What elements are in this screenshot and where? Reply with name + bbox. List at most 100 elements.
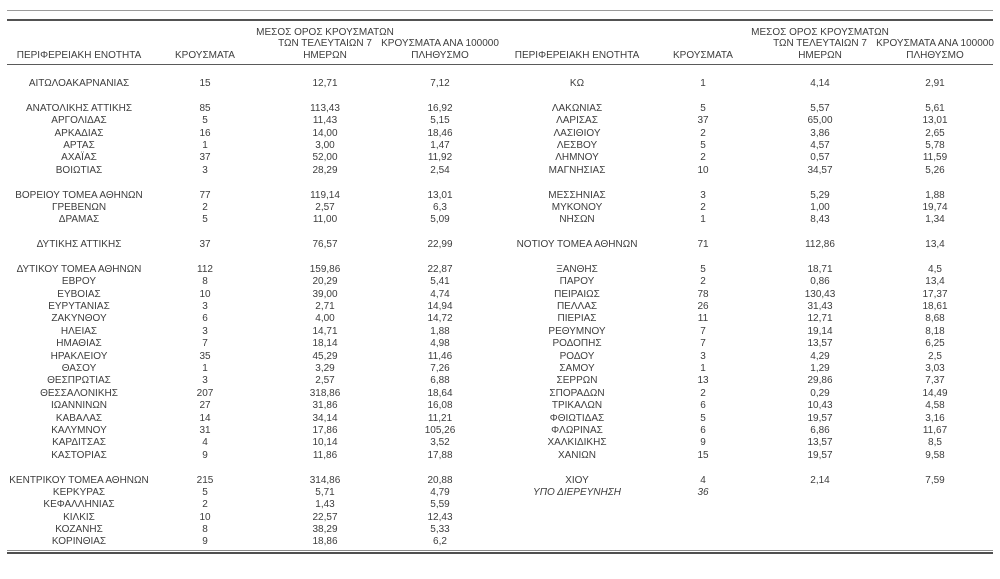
right-region-cell: ΜΕΣΣΗΝΙΑΣ xyxy=(548,189,606,201)
right-per100k-cell: 1,34 xyxy=(925,214,945,226)
left-region-cell: ΚΑΒΑΛΑΣ xyxy=(55,412,103,424)
right-region-cell: ΛΗΜΝΟΥ xyxy=(555,152,599,164)
left-avg7-cell: 34,14 xyxy=(312,412,338,424)
table-row: ΕΥΒΟΙΑΣ 10 39,00 4,74 ΠΕΙΡΑΙΩΣ 78 130,43 17,37 xyxy=(0,289,1000,301)
header-cases-left: ΚΡΟΥΣΜΑΤΑ xyxy=(175,49,235,61)
left-per100k-cell: 11,21 xyxy=(427,412,453,424)
right-per100k-cell: 4,58 xyxy=(925,400,945,412)
left-avg7-cell: 12,71 xyxy=(312,78,338,89)
table-row: ΚΟΖΑΝΗΣ 8 38,29 5,33 xyxy=(0,524,1000,536)
left-region-cell: ΓΡΕΒΕΝΩΝ xyxy=(51,201,107,213)
cases-by-regional-unit-table: ΠΕΡΙΦΕΡΕΙΑΚΗ ΕΝΟΤΗΤΑ ΚΡΟΥΣΜΑΤΑ ΜΕΣΟΣ ΟΡΟ… xyxy=(0,10,1000,554)
left-per100k-cell: 12,43 xyxy=(427,511,453,523)
right-per100k-cell: 8,18 xyxy=(925,325,945,337)
left-cases-cell: 6 xyxy=(202,313,208,325)
table-row: ΚΟΡΙΝΘΙΑΣ 9 18,86 6,2 xyxy=(0,536,1000,548)
right-region-cell: ΛΑΣΙΘΙΟΥ xyxy=(553,127,601,139)
right-cases-cell: 10 xyxy=(697,164,709,176)
right-avg7-cell: 130,43 xyxy=(804,288,836,300)
left-cases-cell: 2 xyxy=(202,499,208,511)
right-avg7-cell xyxy=(734,499,906,511)
right-avg7-cell: 4,29 xyxy=(810,350,830,362)
right-avg7-cell: 112,86 xyxy=(805,239,835,251)
left-per100k-cell: 6,2 xyxy=(433,536,447,548)
right-per100k-cell: 2,65 xyxy=(925,127,945,139)
right-cases-cell: 3 xyxy=(700,189,706,201)
left-avg7-cell: 119,14 xyxy=(310,189,340,201)
right-per100k-cell xyxy=(906,536,964,548)
left-cases-cell: 9 xyxy=(202,449,208,461)
left-per100k-cell: 18,64 xyxy=(427,387,453,399)
right-per100k-cell: 19,74 xyxy=(922,201,948,213)
left-cases-cell: 31 xyxy=(199,424,211,436)
right-region-cell: ΦΘΙΩΤΙΔΑΣ xyxy=(549,412,605,424)
right-per100k-cell: 11,67 xyxy=(922,424,948,436)
right-cases-cell: 37 xyxy=(697,115,709,127)
left-region-cell: ΘΕΣΣΑΛΟΝΙΚΗΣ xyxy=(40,387,118,399)
left-cases-cell: 37 xyxy=(199,152,211,164)
left-region-cell: ΒΟΙΩΤΙΑΣ xyxy=(55,164,103,176)
left-cases-cell: 35 xyxy=(199,350,211,362)
left-avg7-cell: 20,29 xyxy=(312,276,338,288)
left-cases-cell: 5 xyxy=(202,214,208,226)
right-cases-cell: 2 xyxy=(700,152,706,164)
left-per100k-cell: 16,92 xyxy=(427,102,453,114)
left-per100k-cell: 20,88 xyxy=(427,474,453,486)
right-avg7-cell xyxy=(734,487,906,499)
right-per100k-cell: 8,68 xyxy=(925,313,945,325)
right-cases-cell: 2 xyxy=(700,276,706,288)
left-avg7-cell: 18,86 xyxy=(312,536,338,548)
top-rule-thin xyxy=(7,10,993,11)
table-row: ΗΛΕΙΑΣ 3 14,71 1,88 ΡΕΘΥΜΝΟΥ 7 19,14 8,18 xyxy=(0,326,1000,338)
left-avg7-cell: 17,86 xyxy=(312,424,338,436)
right-per100k-cell xyxy=(906,512,964,524)
left-cases-cell: 5 xyxy=(202,115,208,127)
right-avg7-cell: 0,86 xyxy=(810,276,830,288)
right-cases-cell: 5 xyxy=(700,263,706,275)
left-cases-cell: 85 xyxy=(199,102,211,114)
table-row: ΙΩΑΝΝΙΝΩΝ 27 31,86 16,08 ΤΡΙΚΑΛΩΝ 6 10,43 4,58 xyxy=(0,400,1000,412)
right-cases-cell: 1 xyxy=(700,362,706,374)
left-per100k-cell: 5,15 xyxy=(430,115,450,127)
right-region-cell: ΞΑΝΘΗΣ xyxy=(556,263,598,275)
right-region-cell: ΜΥΚΟΝΟΥ xyxy=(551,201,603,213)
right-region-cell: ΣΠΟΡΑΔΩΝ xyxy=(549,387,605,399)
table-row: ΑΡΓΟΛΙΔΑΣ 5 11,43 5,15 ΛΑΡΙΣΑΣ 37 65,00 13,01 xyxy=(0,115,1000,127)
table-row: ΚΕΡΚΥΡΑΣ 5 5,71 4,79 ΥΠΟ ΔΙΕΡΕΥΝΗΣΗ 36 xyxy=(0,487,1000,499)
right-avg7-cell: 8,43 xyxy=(810,214,830,226)
left-avg7-cell: 22,57 xyxy=(312,511,338,523)
table-row: ΕΥΡΥΤΑΝΙΑΣ 3 2,71 14,94 ΠΕΛΛΑΣ 26 31,43 18,61 xyxy=(0,301,1000,313)
left-avg7-cell: 38,29 xyxy=(312,524,338,536)
table-row: ΗΡΑΚΛΕΙΟΥ 35 45,29 11,46 ΡΟΔΟΥ 3 4,29 2,5 xyxy=(0,351,1000,363)
left-cases-cell: 207 xyxy=(196,387,214,399)
left-cases-cell: 3 xyxy=(202,301,208,313)
table-row: ΓΡΕΒΕΝΩΝ 2 2,57 6,3 ΜΥΚΟΝΟΥ 2 1,00 19,74 xyxy=(0,202,1000,214)
table-row: ΚΙΛΚΙΣ 10 22,57 12,43 xyxy=(0,512,1000,524)
right-cases-cell xyxy=(672,536,734,548)
left-avg7-cell: 11,43 xyxy=(312,115,338,127)
left-region-cell: ΕΥΡΥΤΑΝΙΑΣ xyxy=(48,301,110,313)
right-cases-cell: 5 xyxy=(700,102,706,114)
left-cases-cell: 15 xyxy=(199,78,211,89)
right-region-cell: ΝΗΣΩΝ xyxy=(559,214,595,226)
left-region-cell: ΗΡΑΚΛΕΙΟΥ xyxy=(50,350,108,362)
right-region-cell xyxy=(482,536,672,548)
left-cases-cell: 1 xyxy=(202,362,208,374)
left-avg7-cell: 1,43 xyxy=(315,499,335,511)
right-avg7-cell: 4,14 xyxy=(810,78,830,89)
top-rule-thick xyxy=(7,19,993,21)
right-avg7-cell: 6,86 xyxy=(810,424,830,436)
table-row: ΕΒΡΟΥ 8 20,29 5,41 ΠΑΡΟΥ 2 0,86 13,4 xyxy=(0,276,1000,288)
left-cases-cell: 112 xyxy=(197,263,213,275)
left-region-cell: ΕΥΒΟΙΑΣ xyxy=(57,288,101,300)
left-per100k-cell: 16,08 xyxy=(427,400,453,412)
left-region-cell: ΚΕΦΑΛΛΗΝΙΑΣ xyxy=(43,499,115,511)
left-cases-cell: 4 xyxy=(202,437,208,449)
spacer-row xyxy=(0,90,1000,102)
left-cases-cell: 8 xyxy=(202,276,208,288)
left-cases-cell: 8 xyxy=(202,524,208,536)
right-per100k-cell: 13,01 xyxy=(922,115,948,127)
right-region-cell: ΠΕΛΛΑΣ xyxy=(556,301,598,313)
right-avg7-cell: 3,86 xyxy=(810,127,830,139)
right-avg7-cell: 10,43 xyxy=(807,400,833,412)
